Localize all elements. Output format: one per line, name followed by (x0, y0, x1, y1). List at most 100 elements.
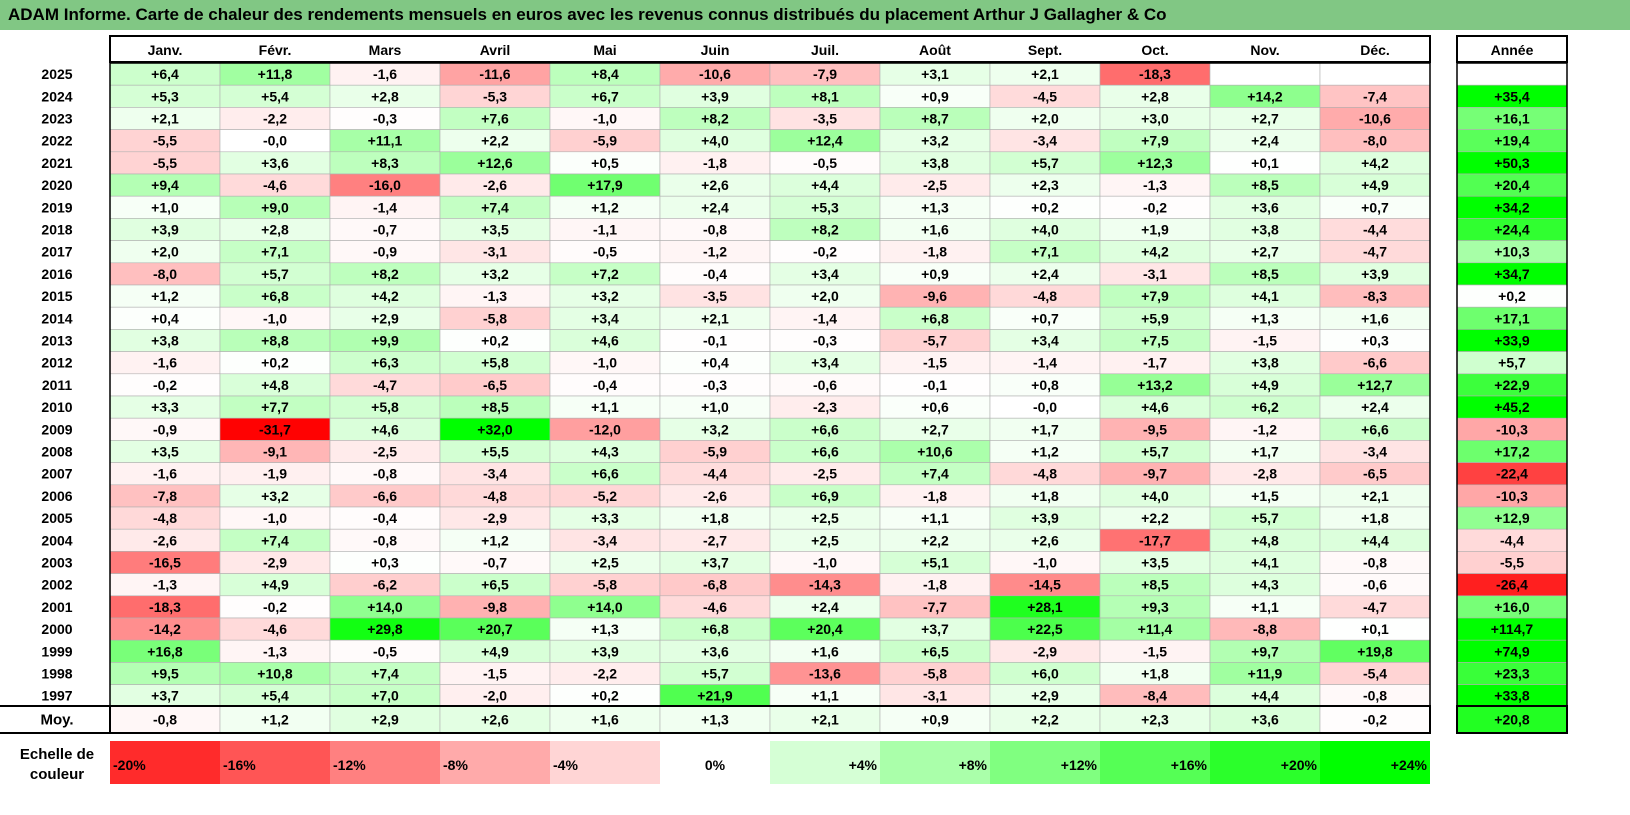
cell-value: +9,3 (1141, 599, 1169, 615)
cell-value: +14,2 (1247, 88, 1283, 104)
year-label: 2014 (41, 310, 72, 326)
cell-value: +6,5 (921, 643, 949, 659)
cell-value: -9,5 (1143, 421, 1167, 437)
cell-value: -3,4 (1363, 444, 1387, 460)
cell-value: +19,8 (1357, 643, 1393, 659)
cell-value: -0,7 (483, 555, 507, 571)
cell-value: -0,3 (813, 333, 837, 349)
cell-value: -1,3 (153, 577, 177, 593)
cell-value: -0,8 (703, 222, 727, 238)
cell-value: +6,4 (151, 66, 179, 82)
cell-value: -0,0 (1033, 399, 1057, 415)
cell-value: +3,1 (921, 66, 949, 82)
year-label: 2021 (41, 155, 72, 171)
cell-value: +1,6 (811, 643, 839, 659)
cell-value: +8,1 (811, 88, 839, 104)
cell-value: +4,9 (261, 577, 289, 593)
cell-value: +10,8 (257, 666, 293, 682)
cell-value: -1,6 (153, 355, 177, 371)
cell-value: +7,2 (591, 266, 619, 282)
annual-value: +17,2 (1494, 444, 1530, 460)
cell-value: +0,7 (1031, 310, 1059, 326)
annual-value: +20,4 (1494, 177, 1530, 193)
cell-value: +7,6 (481, 111, 509, 127)
cell-value: +5,8 (371, 399, 399, 415)
cell-value: +6,0 (1031, 666, 1059, 682)
cell-value: +3,0 (1141, 111, 1169, 127)
cell-value: -0,2 (1143, 199, 1167, 215)
cell-value: +8,2 (811, 222, 839, 238)
cell-value: -5,9 (593, 133, 617, 149)
cell-value: -3,4 (593, 532, 617, 548)
cell-value: +14,0 (367, 599, 403, 615)
cell-value: +8,5 (1251, 177, 1279, 193)
cell-value: -3,1 (1143, 266, 1167, 282)
cell-value: +3,9 (1031, 510, 1059, 526)
cell-value: -5,4 (1363, 666, 1387, 682)
cell-value: +4,3 (591, 444, 619, 460)
cell-value: +8,8 (261, 333, 289, 349)
cell-value: -0,4 (373, 510, 397, 526)
cell-value: +5,5 (481, 444, 509, 460)
cell-value: -1,3 (263, 643, 287, 659)
cell-value: -2,2 (593, 666, 617, 682)
cell-value: -9,1 (263, 444, 287, 460)
cell-value: -1,8 (923, 577, 947, 593)
cell-value: +3,7 (921, 621, 949, 637)
cell-value: -1,2 (703, 244, 727, 260)
year-label: 2018 (41, 222, 72, 238)
average-annual-value: +20,8 (1494, 712, 1530, 728)
cell-value: +6,7 (591, 88, 619, 104)
cell-value: +2,2 (921, 532, 949, 548)
cell-value: +11,1 (368, 133, 403, 149)
month-header: Août (919, 42, 951, 58)
cell-value: -1,2 (1253, 421, 1277, 437)
cell-value: +3,4 (811, 355, 839, 371)
cell-value: -7,8 (153, 488, 177, 504)
cell-value: +20,4 (807, 621, 843, 637)
cell-value: -4,7 (1363, 599, 1387, 615)
cell-value: -6,5 (483, 377, 507, 393)
cell-value: +12,7 (1357, 377, 1393, 393)
cell-value: +5,7 (1251, 510, 1279, 526)
scale-swatch (110, 741, 220, 784)
cell-value: +8,4 (591, 66, 619, 82)
cell-value: +3,2 (921, 133, 949, 149)
annual-value: -10,3 (1496, 421, 1528, 437)
cell-value: +5,9 (1141, 310, 1169, 326)
cell-value: -0,1 (703, 333, 727, 349)
cell-value: +2,4 (701, 199, 729, 215)
cell-value: -2,5 (373, 444, 397, 460)
cell-value: +2,4 (1251, 133, 1279, 149)
cell-value: -8,0 (1363, 133, 1387, 149)
cell-value: +7,9 (1141, 133, 1169, 149)
cell-value: +2,0 (811, 288, 839, 304)
cell-value: +5,4 (261, 688, 289, 704)
cell-value: +29,8 (367, 621, 403, 637)
cell-value: +0,2 (481, 333, 509, 349)
cell-value: +6,8 (261, 288, 289, 304)
cell-value: +7,7 (261, 399, 289, 415)
year-label: 2009 (41, 421, 72, 437)
cell-value: +9,7 (1251, 643, 1279, 659)
cell-value: +2,4 (1031, 266, 1059, 282)
cell-value: +3,8 (921, 155, 949, 171)
cell-value: -1,0 (593, 111, 617, 127)
cell-value: -5,8 (593, 577, 617, 593)
scale-step-label: -12% (333, 757, 366, 773)
cell-value: +2,0 (1031, 111, 1059, 127)
cell-value: -0,9 (373, 244, 397, 260)
cell-value: +0,8 (1031, 377, 1059, 393)
annual-value: +19,4 (1494, 133, 1530, 149)
cell-value: +11,4 (1138, 621, 1173, 637)
cell-value: -1,5 (483, 666, 507, 682)
cell-value: +0,2 (591, 688, 619, 704)
cell-value: -3,1 (483, 244, 507, 260)
cell-value: -4,8 (1033, 466, 1057, 482)
cell-value: +11,9 (1248, 666, 1283, 682)
scale-step-label: -16% (223, 757, 256, 773)
average-value: +3,6 (1251, 712, 1279, 728)
cell-value: +2,6 (1031, 532, 1059, 548)
scale-step-label: +24% (1391, 757, 1428, 773)
heatmap-cell (1209, 62, 1321, 86)
